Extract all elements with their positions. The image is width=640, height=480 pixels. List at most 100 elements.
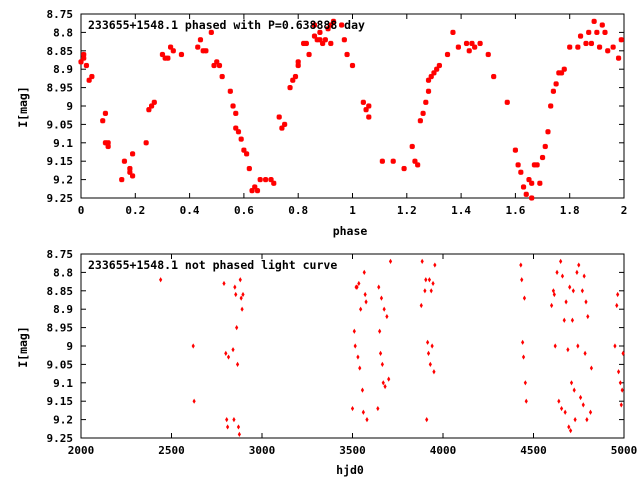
data-point: [426, 350, 431, 356]
data-point: [226, 354, 231, 360]
data-point: [518, 169, 524, 175]
data-point: [382, 306, 386, 312]
data-point: [596, 44, 603, 50]
data-point: [472, 44, 478, 50]
data-point: [100, 118, 106, 124]
data-point: [341, 37, 347, 43]
data-point: [219, 73, 225, 80]
data-point: [287, 84, 293, 91]
y-tick-label: 9.25: [47, 192, 74, 205]
data-point: [550, 88, 557, 94]
data-point: [553, 343, 557, 349]
x-tick-label: 2500: [158, 444, 185, 457]
data-point: [573, 417, 577, 423]
data-point: [365, 417, 369, 423]
data-point: [537, 180, 543, 186]
data-point: [562, 317, 566, 323]
data-point: [81, 55, 87, 61]
data-point: [233, 125, 239, 131]
data-point: [568, 284, 572, 290]
data-point: [241, 291, 245, 298]
y-tick-label: 8.85: [47, 45, 74, 58]
data-point: [357, 280, 361, 287]
data-point: [102, 110, 109, 116]
data-point: [303, 40, 309, 47]
data-point: [390, 158, 396, 164]
data-point: [576, 343, 580, 349]
data-point: [588, 409, 593, 415]
data-point: [423, 99, 429, 105]
data-point: [455, 44, 462, 50]
data-point: [235, 361, 240, 367]
data-point: [238, 277, 242, 283]
data-point: [330, 18, 337, 24]
data-point: [235, 129, 242, 135]
data-point: [322, 37, 328, 43]
data-point: [376, 405, 380, 412]
data-point: [572, 387, 576, 393]
data-point: [552, 291, 556, 298]
data-point: [129, 151, 136, 157]
data-point: [431, 70, 437, 76]
data-point: [567, 44, 573, 50]
y-tick-labels: 8.75 8.8 8.85 8.9 8.95 9 9.05 9.1 9.15 9.2 9.25: [47, 8, 74, 205]
x-tick-labels: 0 0.2 0.4 0.6 0.8 1 1.2 1.4 1.6 1.8 2: [78, 204, 628, 217]
data-point: [252, 184, 258, 190]
chart-title: 233655+1548.1 not phased light curve: [88, 258, 337, 272]
data-point: [425, 417, 429, 423]
data-point: [379, 158, 386, 164]
data-point: [613, 343, 617, 349]
data-point: [431, 280, 435, 287]
data-point: [599, 22, 605, 28]
data-point: [466, 48, 472, 54]
x-tick-label: 0.4: [180, 204, 200, 217]
data-point: [83, 62, 90, 69]
data-point: [222, 280, 226, 287]
data-point: [233, 110, 239, 116]
data-point: [276, 114, 282, 120]
data-point: [575, 269, 579, 275]
data-point: [352, 328, 356, 334]
x-tick-label: 1.2: [397, 204, 417, 217]
y-tick-label: 9.1: [53, 137, 73, 150]
x-tick-label: 4000: [430, 444, 457, 457]
data-point: [520, 184, 527, 190]
data-point: [208, 29, 214, 36]
data-point: [350, 405, 355, 412]
data-point: [339, 22, 345, 28]
x-tick-label: 4500: [520, 444, 547, 457]
data-point: [361, 409, 365, 415]
data-point: [387, 376, 391, 382]
data-point: [602, 29, 608, 36]
data-point: [589, 365, 594, 371]
data-point: [290, 77, 296, 83]
data-point: [620, 387, 624, 393]
unphased-light-curve-panel: 2000 2500 3000 3500 4000 4500 5000 8.75 8.8 8.85…: [16, 248, 637, 477]
data-point: [353, 343, 357, 349]
data-point: [523, 191, 529, 197]
data-point: [594, 29, 600, 36]
data-point: [577, 33, 584, 39]
x-tick-label: 0.8: [288, 204, 308, 217]
data-point: [586, 313, 590, 320]
y-tick-label: 8.9: [53, 303, 73, 316]
data-point: [151, 99, 157, 105]
y-axis-label: I[mag]: [16, 86, 30, 128]
data-point: [236, 424, 241, 430]
data-point: [211, 62, 217, 69]
data-point: [585, 417, 589, 423]
data-point: [616, 369, 621, 375]
x-axis-label: hjd0: [336, 463, 364, 477]
data-point: [515, 162, 521, 168]
data-point: [197, 37, 204, 43]
data-point: [550, 302, 554, 309]
y-tick-label: 8.85: [47, 285, 74, 298]
ticks: [80, 13, 625, 199]
y-tick-label: 9.05: [47, 118, 74, 131]
data-point: [417, 118, 424, 124]
data-point: [591, 18, 597, 24]
data-point: [420, 110, 426, 116]
x-tick-label: 5000: [611, 444, 638, 457]
data-point: [512, 147, 519, 153]
